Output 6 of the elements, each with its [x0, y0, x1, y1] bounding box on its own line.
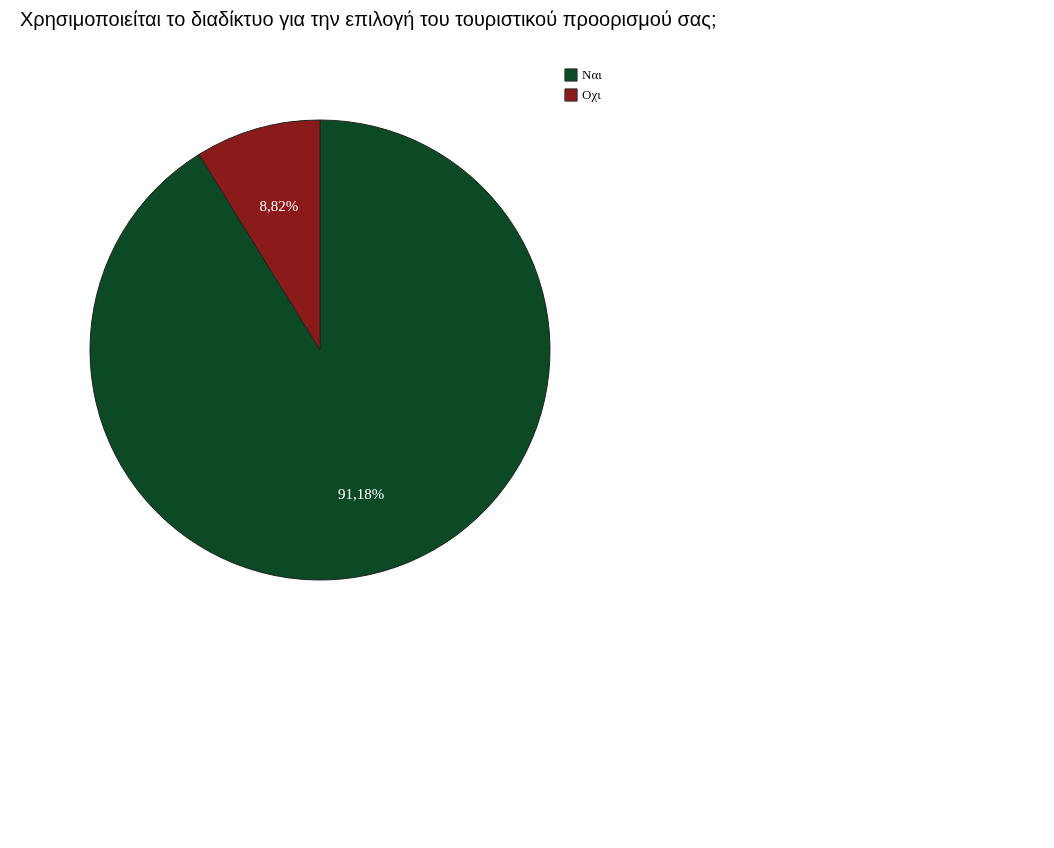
legend-label: Ναι: [582, 67, 603, 82]
data-label: 91,18%: [337, 486, 385, 503]
chart-title: Χρησιμοποιείται το διαδίκτυο για την επιλογή του τουριστικού προορισμού σας;: [20, 8, 717, 30]
pie-slice: [89, 119, 551, 581]
legend-label: Οχι: [582, 87, 602, 102]
data-label: 8,82%: [259, 197, 299, 214]
